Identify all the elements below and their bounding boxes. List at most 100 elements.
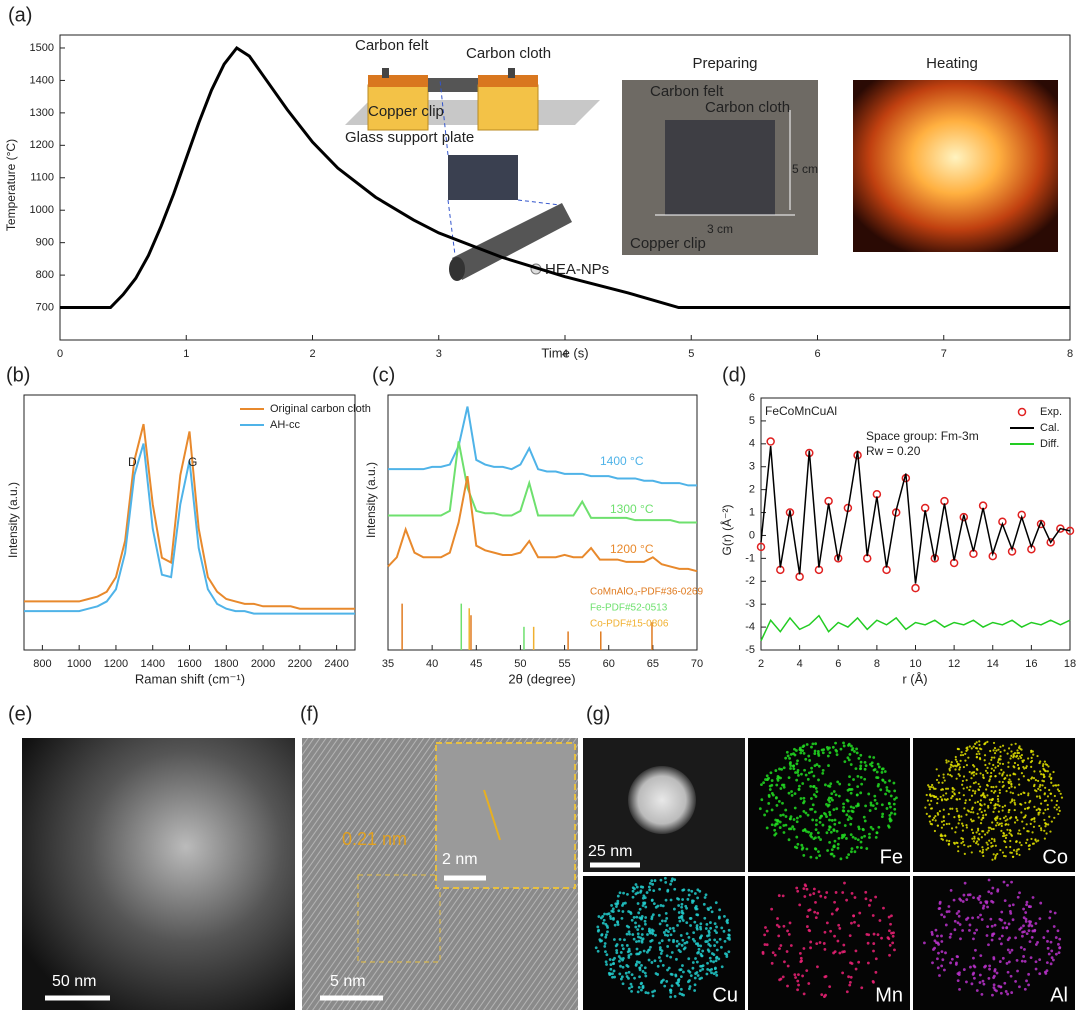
- eds-dot: [690, 889, 694, 893]
- data-line: [60, 45, 1070, 310]
- eds-dot: [1020, 803, 1023, 806]
- eds-dot: [808, 893, 812, 897]
- eds-dot: [1036, 941, 1039, 944]
- y-tick-label: 700: [36, 301, 54, 313]
- eds-dot: [644, 905, 648, 909]
- eds-dot: [816, 911, 820, 915]
- legend-label: Exp.: [1040, 406, 1062, 418]
- eds-dot: [1002, 771, 1005, 774]
- eds-dot: [994, 844, 997, 847]
- eds-dot: [814, 828, 818, 832]
- eds-dot: [807, 830, 811, 834]
- eds-dot: [940, 940, 944, 943]
- eds-dot: [848, 981, 852, 984]
- eds-dot: [691, 961, 695, 964]
- eds-dot: [1021, 930, 1025, 934]
- eds-dot: [669, 995, 672, 999]
- eds-dot: [940, 964, 944, 968]
- panel-label: (f): [300, 703, 319, 725]
- eds-dot: [934, 819, 937, 822]
- eds-dot: [1006, 948, 1010, 952]
- eds-dot: [1044, 825, 1047, 828]
- eds-dot: [669, 955, 673, 959]
- eds-dot: [695, 971, 699, 974]
- eds-dot: [637, 952, 641, 956]
- eds-dot: [857, 960, 861, 964]
- eds-dot: [992, 827, 995, 831]
- eds-dot: [1000, 910, 1004, 914]
- eds-dot: [663, 984, 667, 988]
- eds-dot: [1007, 780, 1010, 784]
- eds-dot: [651, 882, 655, 886]
- eds-dot: [852, 778, 855, 781]
- eds-dot: [700, 934, 703, 938]
- eds-dot: [933, 816, 936, 819]
- eds-dot: [806, 813, 810, 817]
- eds-dot: [987, 878, 991, 882]
- eds-dot: [875, 831, 879, 835]
- eds-dot: [992, 791, 996, 794]
- eds-dot: [885, 786, 889, 789]
- eds-dot: [863, 834, 866, 838]
- eds-dot: [987, 804, 990, 808]
- eds-dot: [803, 768, 806, 772]
- eds-dot: [847, 758, 851, 762]
- eds-dot: [642, 949, 646, 953]
- eds-dot: [1043, 970, 1047, 974]
- x-tick-label: 65: [647, 658, 659, 670]
- eds-dot: [888, 779, 891, 783]
- eds-dot: [660, 939, 664, 943]
- element-label: Al: [1050, 984, 1068, 1006]
- eds-dot: [964, 801, 967, 805]
- eds-dot: [787, 838, 791, 842]
- eds-dot: [997, 984, 1001, 988]
- eds-dot: [795, 835, 799, 839]
- eds-dot: [965, 779, 968, 782]
- eds-dot: [890, 914, 893, 918]
- eds-dot: [825, 921, 829, 925]
- eds-dot: [1039, 802, 1043, 805]
- eds-dot: [778, 767, 781, 771]
- eds-dot: [701, 949, 705, 953]
- eds-dot: [643, 971, 647, 975]
- eds-dot: [1034, 779, 1038, 782]
- eds-dot: [1004, 990, 1008, 993]
- eds-dot: [1004, 776, 1007, 780]
- eds-dot: [789, 827, 793, 831]
- eds-dot: [978, 973, 982, 977]
- eds-dot: [829, 830, 833, 834]
- eds-dot: [797, 983, 800, 987]
- eds-dot: [786, 754, 790, 758]
- eds-dot: [837, 837, 841, 840]
- eds-dot: [1020, 792, 1023, 796]
- eds-dot: [892, 802, 896, 806]
- eds-dot: [714, 901, 718, 905]
- eds-dot: [708, 938, 712, 942]
- eds-dot: [611, 910, 615, 913]
- eds-dot: [808, 929, 812, 933]
- photo-label: 3 cm: [707, 222, 733, 236]
- eds-dot: [689, 917, 693, 920]
- eds-dot: [976, 840, 979, 843]
- eds-dot: [980, 810, 983, 814]
- eds-dot: [1023, 947, 1026, 951]
- eds-dot: [817, 764, 821, 768]
- eds-dot: [611, 958, 615, 962]
- eds-dot: [961, 822, 964, 825]
- eds-dot: [995, 785, 998, 788]
- eds-dot: [813, 810, 817, 814]
- eds-dot: [1012, 754, 1016, 758]
- eds-dot: [615, 949, 619, 952]
- eds-dot: [965, 746, 968, 750]
- eds-dot: [773, 953, 777, 957]
- eds-dot: [795, 762, 799, 766]
- eds-dot: [680, 914, 684, 918]
- x-tick-label: 6: [835, 658, 841, 670]
- eds-dot: [706, 961, 709, 965]
- eds-dot: [1007, 747, 1011, 750]
- eds-dot: [609, 967, 613, 971]
- eds-dot: [669, 898, 673, 902]
- eds-dot: [977, 788, 980, 791]
- eds-dot: [1020, 811, 1023, 814]
- eds-dot: [1034, 943, 1038, 946]
